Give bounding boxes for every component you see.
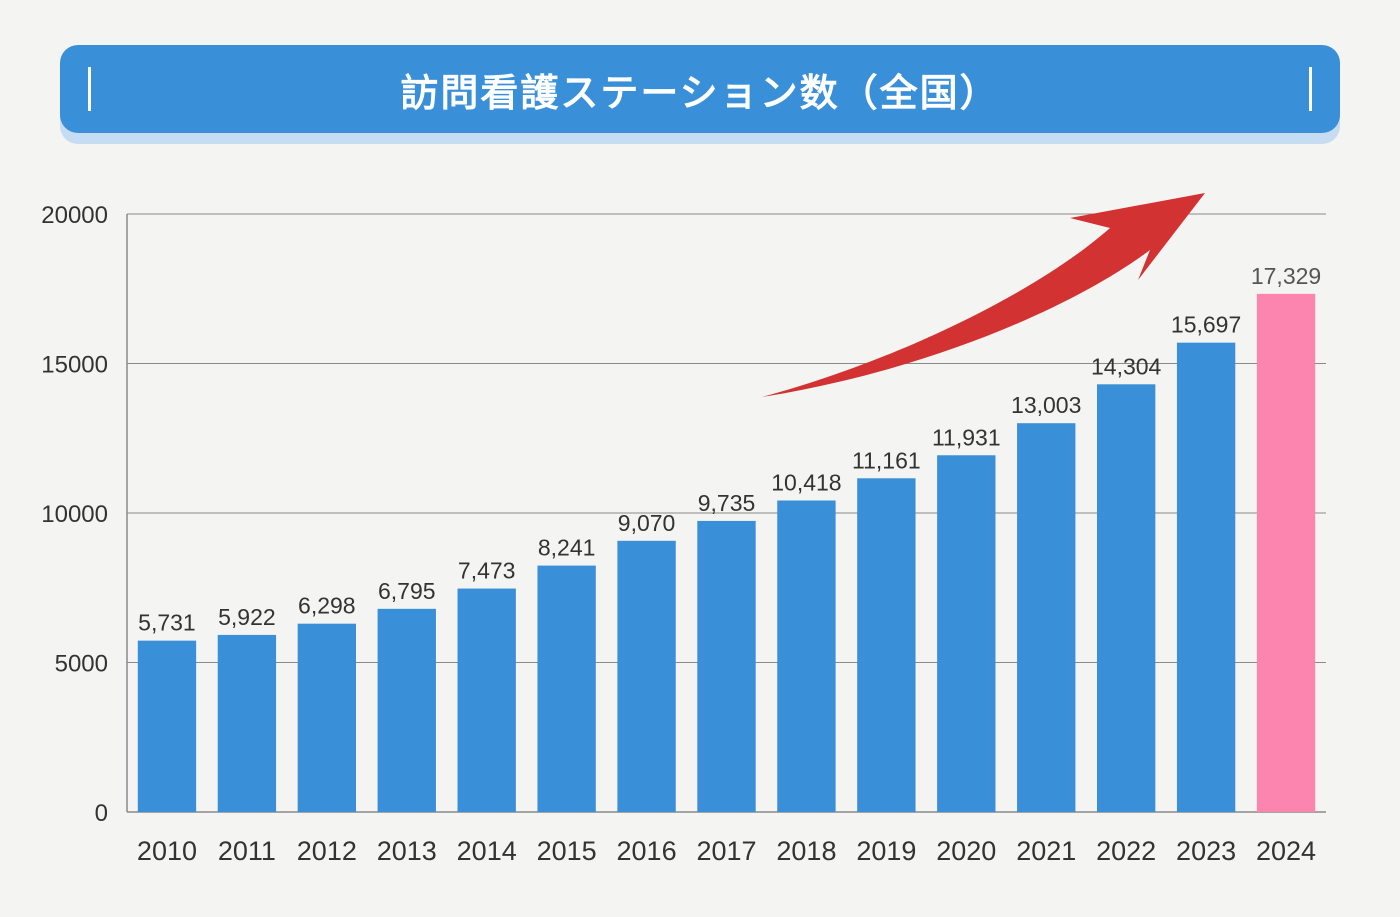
value-label-2016: 9,070 xyxy=(618,510,676,536)
y-tick-labels: 0 5000 10000 15000 20000 xyxy=(41,202,108,827)
x-tick-label-2022: 2022 xyxy=(1096,836,1156,866)
trend-arrow-icon xyxy=(762,193,1205,397)
value-label-2019: 11,161 xyxy=(852,447,921,473)
x-tick-label-2018: 2018 xyxy=(776,836,836,866)
x-tick-label-2015: 2015 xyxy=(537,836,597,866)
y-tick-label: 5000 xyxy=(55,651,108,678)
x-tick-label-2017: 2017 xyxy=(696,836,756,866)
x-tick-label-2019: 2019 xyxy=(856,836,916,866)
value-label-2017: 9,735 xyxy=(698,490,756,516)
bar-2021 xyxy=(1017,423,1076,812)
value-label-2012: 6,298 xyxy=(298,593,356,619)
bars xyxy=(137,293,1316,812)
value-label-2011: 5,922 xyxy=(218,604,276,630)
x-tick-label-2014: 2014 xyxy=(457,836,517,866)
x-tick-label-2010: 2010 xyxy=(137,836,197,866)
x-tick-label-2016: 2016 xyxy=(617,836,677,866)
bar-2015 xyxy=(537,565,596,812)
banner-left-tick xyxy=(88,67,91,111)
x-tick-labels: 2010 2011 2012 2013 2014 2015 2016 2017 2018 2019… xyxy=(137,836,1316,866)
bar-2012 xyxy=(297,623,357,812)
bar-2014 xyxy=(457,588,516,812)
bar-2013 xyxy=(377,608,436,812)
bar-2023 xyxy=(1176,342,1236,812)
bar-2017 xyxy=(697,520,756,812)
x-tick-label-2021: 2021 xyxy=(1016,836,1076,866)
value-label-2018: 10,418 xyxy=(771,470,841,496)
x-tick-label-2023: 2023 xyxy=(1176,836,1236,866)
value-label-2010: 5,731 xyxy=(138,610,196,636)
value-label-2015: 8,241 xyxy=(538,535,596,561)
banner-right-tick xyxy=(1309,67,1312,111)
x-tick-label-2011: 2011 xyxy=(218,836,276,866)
value-label-2020: 11,931 xyxy=(932,424,1001,450)
value-labels: 5,731 5,922 6,298 6,795 7,473 8,241 9,070 9,735… xyxy=(138,263,1321,636)
value-label-2022: 14,304 xyxy=(1091,353,1162,379)
y-tick-label: 20000 xyxy=(41,202,108,229)
x-tick-label-2013: 2013 xyxy=(377,836,437,866)
bar-2020 xyxy=(937,455,996,812)
y-tick-label: 0 xyxy=(95,800,108,827)
title-banner: 訪問看護ステーション数（全国） xyxy=(60,45,1340,133)
trend-arrow xyxy=(762,193,1205,397)
value-label-2023: 15,697 xyxy=(1171,312,1241,338)
bar-2010 xyxy=(137,640,197,812)
x-tick-label-2020: 2020 xyxy=(936,836,996,866)
bar-2019 xyxy=(857,478,916,812)
chart-title: 訪問看護ステーション数（全国） xyxy=(400,70,1000,115)
value-label-2014: 7,473 xyxy=(458,558,516,584)
value-label-2013: 6,795 xyxy=(378,578,436,604)
x-tick-label-2024: 2024 xyxy=(1256,836,1316,866)
bar-2018 xyxy=(777,500,836,812)
bar-2022 xyxy=(1096,384,1156,812)
y-tick-label: 15000 xyxy=(41,352,108,379)
bar-2016 xyxy=(617,540,676,812)
value-label-2021: 13,003 xyxy=(1011,392,1081,418)
bar-2011 xyxy=(217,634,277,812)
y-tick-label: 10000 xyxy=(41,501,108,528)
value-label-2024: 17,329 xyxy=(1251,263,1321,289)
bar-2024 xyxy=(1256,293,1316,812)
x-tick-label-2012: 2012 xyxy=(297,836,357,866)
